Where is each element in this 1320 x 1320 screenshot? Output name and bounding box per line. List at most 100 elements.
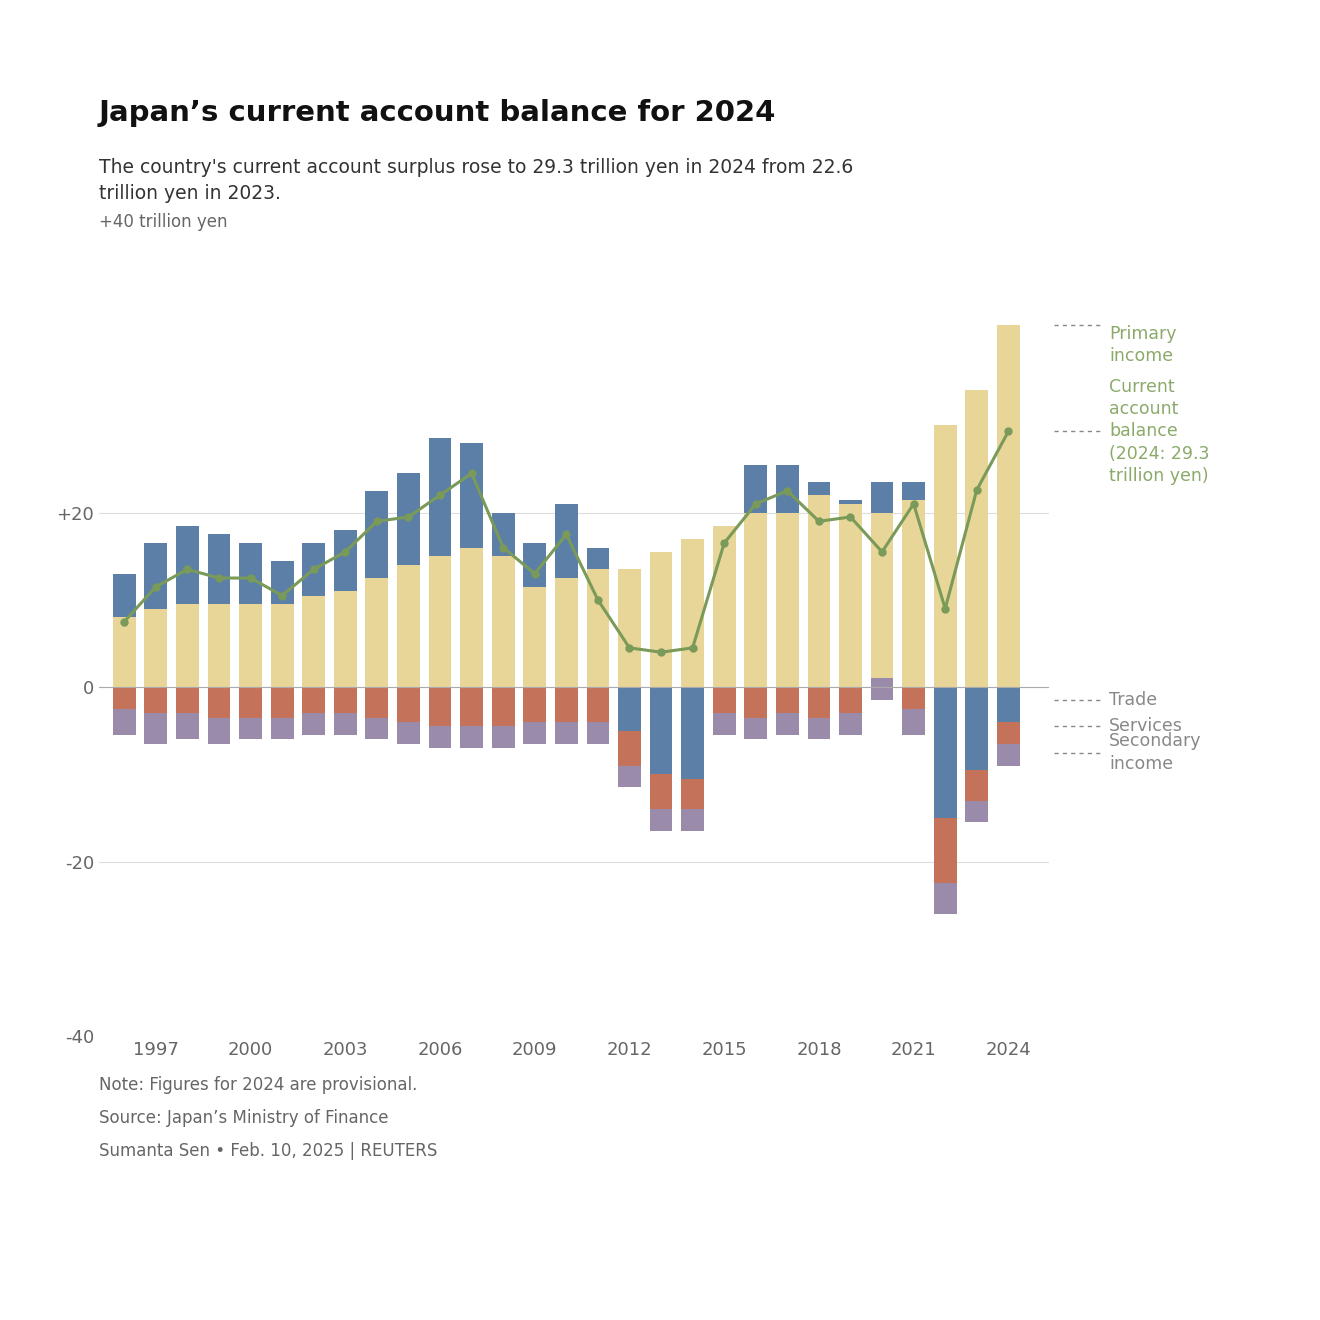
Bar bbox=[681, 809, 704, 832]
Bar bbox=[334, 688, 356, 713]
Bar bbox=[871, 482, 894, 512]
Bar bbox=[840, 713, 862, 735]
Text: Sumanta Sen • Feb. 10, 2025 | REUTERS: Sumanta Sen • Feb. 10, 2025 | REUTERS bbox=[99, 1142, 437, 1160]
Bar bbox=[429, 688, 451, 726]
Bar bbox=[965, 688, 989, 770]
Bar bbox=[176, 688, 199, 713]
Bar bbox=[523, 688, 546, 722]
Bar bbox=[144, 713, 168, 744]
Bar bbox=[492, 512, 515, 556]
Bar bbox=[207, 718, 231, 744]
Bar bbox=[840, 688, 862, 713]
Bar bbox=[997, 325, 1020, 688]
Bar bbox=[554, 688, 578, 722]
Bar bbox=[302, 595, 325, 688]
Bar bbox=[713, 713, 735, 735]
Bar bbox=[649, 775, 672, 809]
Bar bbox=[397, 565, 420, 688]
Bar bbox=[334, 591, 356, 688]
Bar bbox=[840, 504, 862, 688]
Bar bbox=[114, 618, 136, 688]
Bar bbox=[523, 587, 546, 688]
Bar bbox=[366, 688, 388, 718]
Bar bbox=[114, 574, 136, 618]
Bar bbox=[302, 543, 325, 595]
Bar bbox=[554, 722, 578, 744]
Bar bbox=[239, 543, 261, 605]
Bar bbox=[997, 744, 1020, 766]
Bar bbox=[933, 688, 957, 818]
Bar bbox=[618, 688, 640, 731]
Bar bbox=[808, 688, 830, 718]
Text: The country's current account surplus rose to 29.3 trillion yen in 2024 from 22.: The country's current account surplus ro… bbox=[99, 158, 853, 203]
Bar bbox=[302, 688, 325, 713]
Bar bbox=[271, 561, 293, 605]
Bar bbox=[681, 688, 704, 779]
Bar bbox=[744, 688, 767, 718]
Bar bbox=[997, 722, 1020, 744]
Bar bbox=[903, 688, 925, 709]
Bar bbox=[744, 718, 767, 739]
Bar bbox=[713, 525, 735, 688]
Bar bbox=[744, 465, 767, 512]
Bar bbox=[776, 512, 799, 688]
Bar bbox=[271, 718, 293, 739]
Bar bbox=[366, 578, 388, 688]
Bar bbox=[144, 609, 168, 688]
Bar bbox=[176, 605, 199, 688]
Bar bbox=[713, 688, 735, 713]
Bar bbox=[429, 556, 451, 688]
Bar bbox=[114, 709, 136, 735]
Bar bbox=[649, 688, 672, 775]
Bar bbox=[302, 713, 325, 735]
Bar bbox=[239, 718, 261, 739]
Bar bbox=[492, 688, 515, 726]
Text: Services: Services bbox=[1109, 717, 1183, 735]
Bar bbox=[808, 482, 830, 495]
Bar bbox=[649, 809, 672, 832]
Bar bbox=[366, 491, 388, 578]
Text: Japan’s current account balance for 2024: Japan’s current account balance for 2024 bbox=[99, 99, 776, 127]
Bar bbox=[618, 569, 640, 688]
Bar bbox=[461, 442, 483, 548]
Bar bbox=[586, 688, 610, 722]
Bar bbox=[207, 535, 231, 605]
Bar bbox=[271, 688, 293, 718]
Bar bbox=[397, 688, 420, 722]
Bar bbox=[965, 800, 989, 822]
Bar bbox=[840, 499, 862, 504]
Text: Secondary
income: Secondary income bbox=[1109, 733, 1201, 772]
Bar bbox=[586, 548, 610, 569]
Bar bbox=[681, 779, 704, 809]
Bar bbox=[271, 605, 293, 688]
Text: +40 trillion yen: +40 trillion yen bbox=[99, 213, 227, 231]
Bar bbox=[176, 525, 199, 605]
Bar bbox=[776, 688, 799, 713]
Bar bbox=[207, 605, 231, 688]
Bar bbox=[618, 766, 640, 788]
Bar bbox=[492, 556, 515, 688]
Bar bbox=[618, 731, 640, 766]
Bar bbox=[933, 818, 957, 883]
Bar bbox=[523, 543, 546, 587]
Bar bbox=[933, 883, 957, 913]
Bar bbox=[903, 482, 925, 499]
Bar bbox=[871, 678, 894, 688]
Bar bbox=[776, 465, 799, 512]
Bar bbox=[239, 688, 261, 718]
Text: Trade: Trade bbox=[1109, 692, 1158, 709]
Bar bbox=[144, 688, 168, 713]
Bar bbox=[997, 688, 1020, 722]
Bar bbox=[965, 770, 989, 800]
Bar bbox=[933, 425, 957, 688]
Bar bbox=[871, 512, 894, 688]
Bar bbox=[334, 531, 356, 591]
Bar bbox=[681, 539, 704, 688]
Bar bbox=[903, 709, 925, 735]
Bar bbox=[366, 718, 388, 739]
Bar bbox=[586, 722, 610, 744]
Text: Primary
income: Primary income bbox=[1109, 325, 1176, 366]
Bar bbox=[965, 391, 989, 688]
Bar bbox=[461, 688, 483, 726]
Bar bbox=[239, 605, 261, 688]
